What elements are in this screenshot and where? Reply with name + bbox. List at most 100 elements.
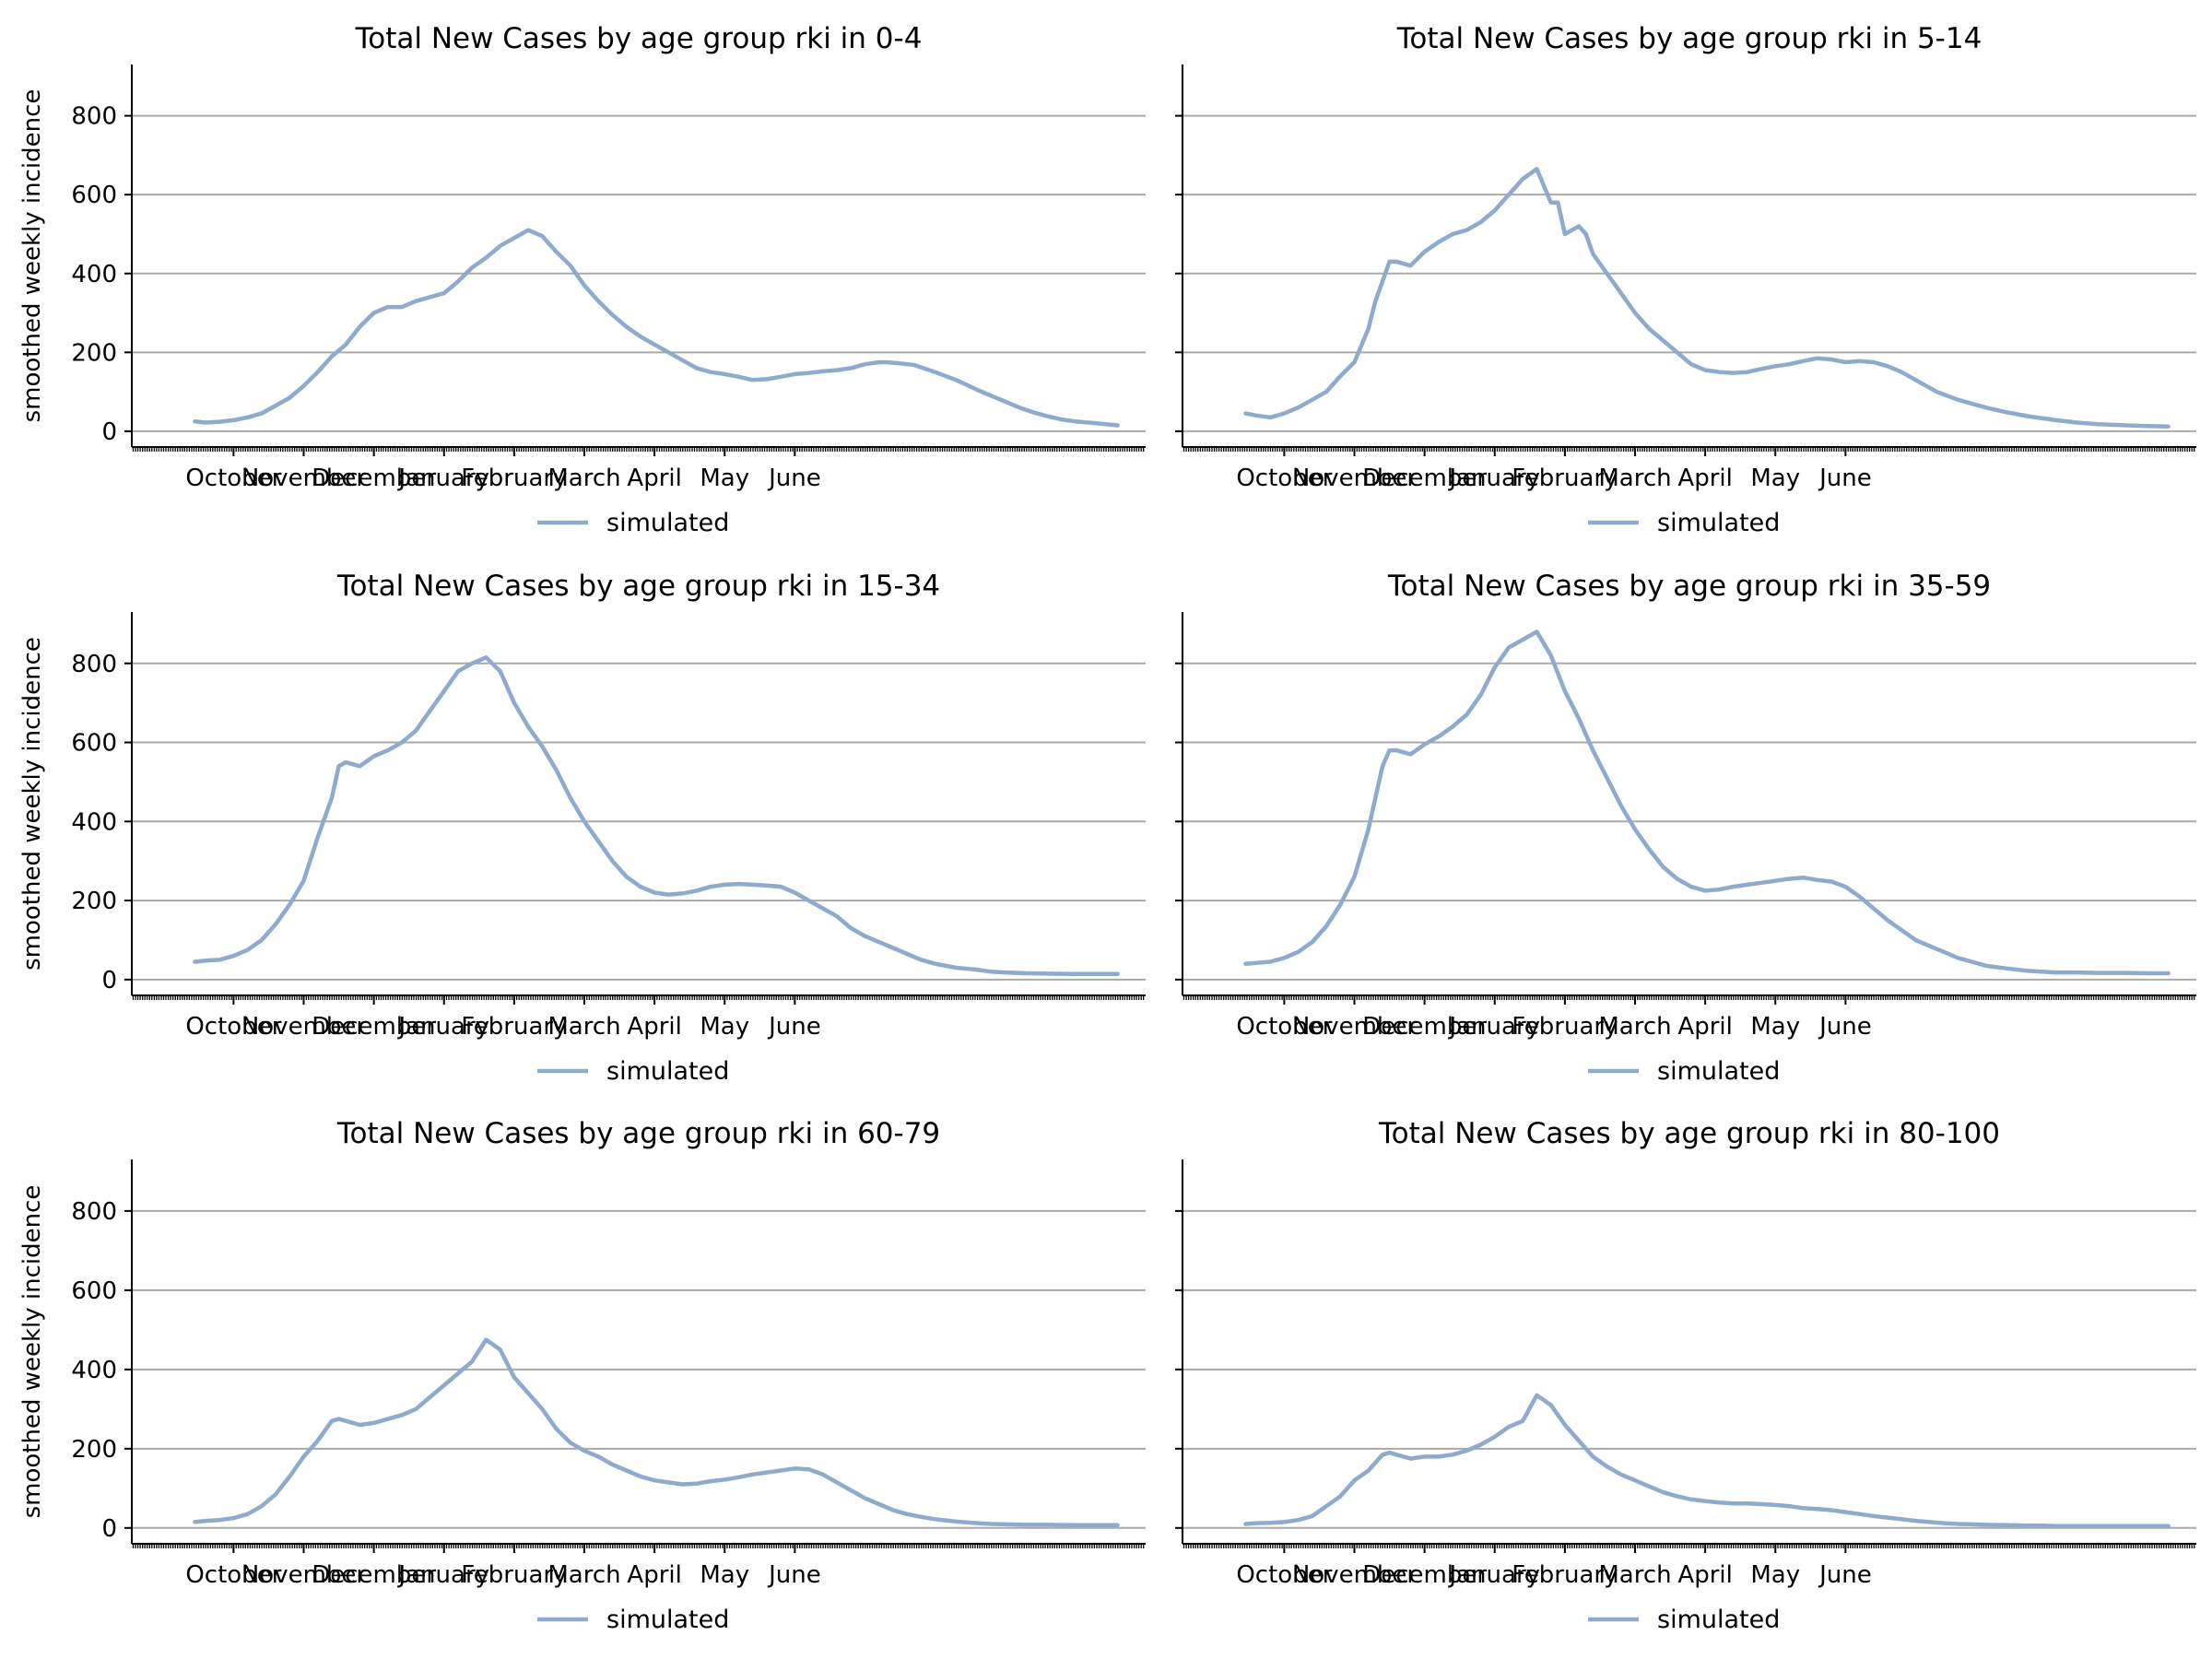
legend-label: simulated bbox=[606, 1606, 729, 1634]
x-tick-label: March bbox=[547, 1013, 620, 1041]
x-minor-ticks bbox=[132, 995, 1145, 1000]
x-tick-label: March bbox=[1598, 1561, 1671, 1589]
y-tick-label: 400 bbox=[71, 261, 117, 288]
x-tick-label: November bbox=[241, 1561, 367, 1589]
x-tick-label: December bbox=[312, 1013, 436, 1041]
x-tick-label: January bbox=[1447, 465, 1540, 492]
series-line bbox=[193, 655, 1120, 977]
y-tick-label: 200 bbox=[71, 888, 117, 915]
x-tick-label: February bbox=[1512, 1013, 1618, 1041]
x-tick-label: June bbox=[767, 465, 821, 492]
y-axis-label: smoothed weekly incidence bbox=[18, 1185, 46, 1519]
chart-title: Total New Cases by age group rki in 60-7… bbox=[336, 1117, 940, 1150]
x-minor-ticks bbox=[1182, 1544, 2195, 1548]
x-tick-label: October bbox=[1236, 1561, 1332, 1589]
y-tick-label: 0 bbox=[101, 1515, 117, 1543]
x-tick-label: April bbox=[627, 1561, 681, 1589]
x-tick-label: May bbox=[700, 1561, 749, 1589]
x-tick-label: May bbox=[1750, 1561, 1800, 1589]
x-tick-label: May bbox=[1750, 465, 1800, 492]
y-tick-label: 600 bbox=[71, 182, 117, 209]
x-tick-label: June bbox=[1818, 465, 1872, 492]
series-line bbox=[1243, 629, 2171, 976]
x-tick-label: October bbox=[1236, 1013, 1332, 1041]
x-tick-label: February bbox=[461, 1561, 567, 1589]
x-tick-label: April bbox=[1677, 1561, 1732, 1589]
x-tick-label: February bbox=[1512, 1561, 1618, 1589]
chart-panel: Total New Cases by age group rki in 15-3… bbox=[18, 570, 1146, 1086]
chart-panel: Total New Cases by age group rki in 5-14… bbox=[1175, 22, 2196, 537]
legend-label: simulated bbox=[606, 1057, 729, 1086]
x-tick-label: November bbox=[241, 1013, 367, 1041]
y-tick-label: 400 bbox=[71, 808, 117, 836]
x-tick-label: January bbox=[396, 1013, 489, 1041]
y-tick-label: 0 bbox=[101, 967, 117, 994]
x-tick-label: April bbox=[627, 1013, 681, 1041]
y-tick-label: 0 bbox=[101, 418, 117, 446]
series-line bbox=[193, 1337, 1120, 1528]
chart-panel: Total New Cases by age group rki in 0-4 0… bbox=[18, 22, 1146, 537]
x-tick-label: November bbox=[241, 465, 367, 492]
series-line bbox=[1243, 167, 2171, 429]
x-tick-label: March bbox=[547, 1561, 620, 1589]
legend-label: simulated bbox=[606, 509, 729, 537]
y-tick-label: 600 bbox=[71, 1277, 117, 1305]
chart-title: Total New Cases by age group rki in 15-3… bbox=[336, 570, 940, 603]
x-tick-label: December bbox=[1362, 1013, 1487, 1041]
y-tick-label: 800 bbox=[71, 103, 117, 131]
y-tick-label: 200 bbox=[71, 1436, 117, 1464]
x-tick-label: February bbox=[461, 465, 567, 492]
legend-label: simulated bbox=[1657, 1057, 1780, 1086]
x-tick-label: June bbox=[1818, 1561, 1872, 1589]
x-tick-label: October bbox=[185, 1561, 281, 1589]
chart-title: Total New Cases by age group rki in 0-4 bbox=[355, 22, 923, 55]
x-minor-ticks bbox=[1182, 447, 2195, 452]
y-axis-label: smoothed weekly incidence bbox=[18, 89, 46, 423]
y-tick-label: 200 bbox=[71, 339, 117, 367]
series-line bbox=[193, 228, 1120, 428]
x-tick-label: March bbox=[547, 465, 620, 492]
x-tick-label: February bbox=[461, 1013, 567, 1041]
x-tick-label: May bbox=[700, 465, 749, 492]
x-tick-label: December bbox=[312, 1561, 436, 1589]
x-tick-label: March bbox=[1598, 465, 1671, 492]
chart-title: Total New Cases by age group rki in 35-5… bbox=[1387, 570, 1991, 603]
chart-panel: Total New Cases by age group rki in 60-7… bbox=[18, 1117, 1146, 1634]
x-tick-label: October bbox=[1236, 465, 1332, 492]
y-tick-label: 400 bbox=[71, 1357, 117, 1384]
x-tick-label: June bbox=[1818, 1013, 1872, 1041]
chart-title: Total New Cases by age group rki in 80-1… bbox=[1378, 1117, 2000, 1150]
x-tick-label: November bbox=[1292, 1013, 1418, 1041]
x-minor-ticks bbox=[132, 447, 1145, 452]
x-minor-ticks bbox=[132, 1544, 1145, 1548]
x-tick-label: December bbox=[312, 465, 436, 492]
chart-panel: Total New Cases by age group rki in 80-1… bbox=[1175, 1117, 2196, 1634]
x-minor-ticks bbox=[1182, 995, 2195, 1000]
x-tick-label: December bbox=[1362, 1561, 1487, 1589]
x-tick-label: April bbox=[1677, 465, 1732, 492]
x-tick-label: April bbox=[1677, 1013, 1732, 1041]
x-tick-label: January bbox=[396, 1561, 489, 1589]
x-tick-label: May bbox=[1750, 1013, 1800, 1041]
x-tick-label: March bbox=[1598, 1013, 1671, 1041]
x-tick-label: June bbox=[767, 1013, 821, 1041]
x-tick-label: November bbox=[1292, 465, 1418, 492]
series-line bbox=[1243, 1393, 2171, 1528]
y-tick-label: 800 bbox=[71, 1198, 117, 1226]
x-tick-label: October bbox=[185, 1013, 281, 1041]
x-tick-label: October bbox=[185, 465, 281, 492]
chart-title: Total New Cases by age group rki in 5-14 bbox=[1396, 22, 1983, 55]
y-tick-label: 600 bbox=[71, 730, 117, 758]
y-tick-label: 800 bbox=[71, 651, 117, 678]
x-tick-label: May bbox=[700, 1013, 749, 1041]
chart-panel: Total New Cases by age group rki in 35-5… bbox=[1175, 570, 2196, 1086]
y-axis-label: smoothed weekly incidence bbox=[18, 637, 46, 971]
legend-label: simulated bbox=[1657, 509, 1780, 537]
x-tick-label: January bbox=[396, 465, 489, 492]
x-tick-label: February bbox=[1512, 465, 1618, 492]
x-tick-label: December bbox=[1362, 465, 1487, 492]
x-tick-label: June bbox=[767, 1561, 821, 1589]
x-tick-label: January bbox=[1447, 1013, 1540, 1041]
x-tick-label: November bbox=[1292, 1561, 1418, 1589]
